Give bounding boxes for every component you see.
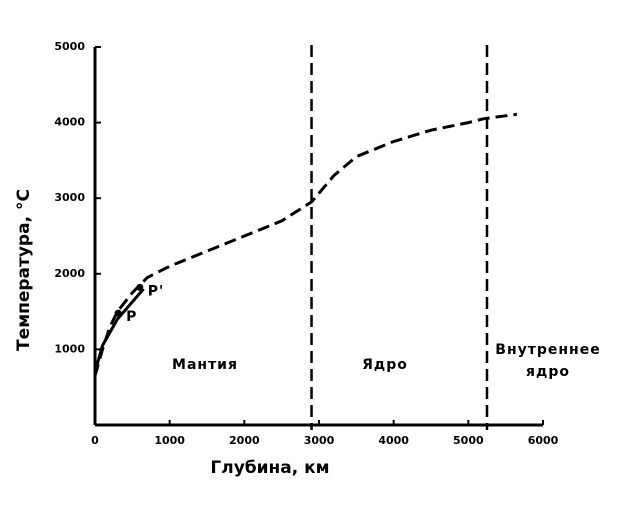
y-tick-label: 1000 [54,342,85,355]
x-tick-label: 4000 [378,434,409,447]
y-tick-label: 2000 [54,267,85,280]
x-tick-label: 2000 [229,434,260,447]
curve [93,112,518,377]
point [136,283,144,291]
region-label: Ядро [362,357,408,373]
point [114,309,122,317]
x-tick-label: 1000 [154,434,185,447]
curve [93,287,145,373]
point-label: P' [148,283,165,299]
x-axis-label: Глубина, км [210,458,329,478]
y-axis-label: Температура, °C [14,189,34,351]
y-tick-label: 5000 [54,40,85,53]
x-tick-label: 5000 [453,434,484,447]
region-label: Внутреннее [495,342,600,358]
y-tick-label: 4000 [54,116,85,129]
x-tick-label: 0 [91,434,99,447]
point-label: P [126,309,137,325]
y-tick-label: 3000 [54,191,85,204]
region-label: Мантия [172,357,238,373]
x-tick-label: 6000 [528,434,559,447]
x-tick-label: 3000 [304,434,335,447]
region-label: ядро [526,364,570,380]
